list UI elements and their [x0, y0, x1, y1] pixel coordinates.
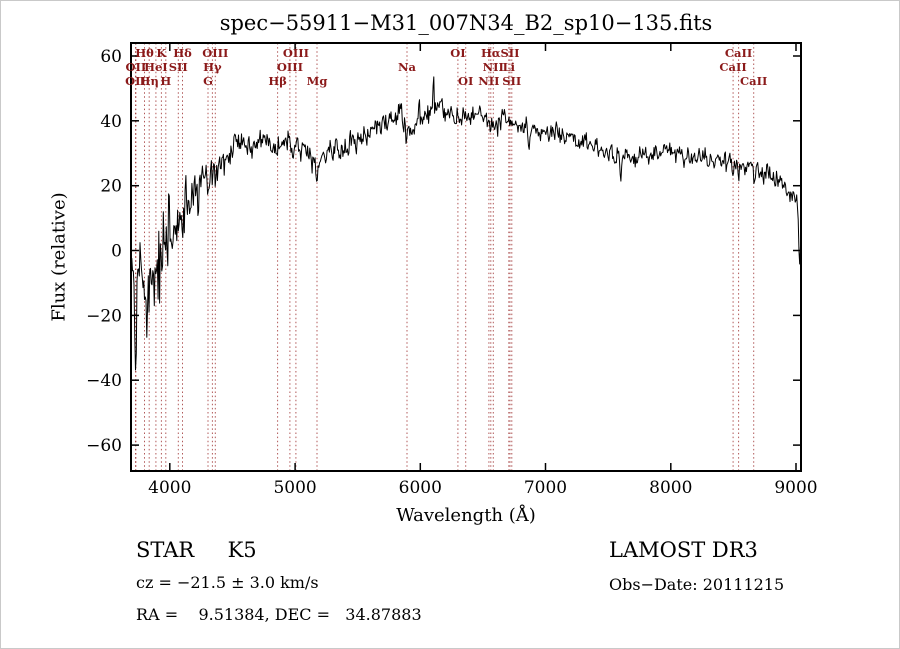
- spectral-line-label: Hη: [140, 74, 159, 88]
- y-tick-label: 60: [100, 47, 122, 67]
- spectral-line-label: OI: [458, 74, 473, 88]
- x-tick-label: 6000: [399, 478, 442, 498]
- y-tick-label: 40: [100, 112, 122, 132]
- spectral-line-label: Hα: [481, 46, 501, 60]
- spectral-line-label: K: [156, 46, 167, 60]
- x-axis-label: Wavelength (Å): [396, 505, 536, 526]
- spectrum-line: [131, 76, 801, 371]
- spectral-line-label: NII: [483, 60, 504, 74]
- obs-date: Obs−Date: 20111215: [609, 575, 785, 594]
- spectral-line-label: Hγ: [203, 60, 222, 74]
- plot-title: spec−55911−M31_007N34_B2_sp10−135.fits: [219, 11, 713, 35]
- spectral-line-label: OII: [125, 74, 146, 88]
- spectral-line-label: Hθ: [135, 46, 154, 60]
- y-tick-label: −60: [86, 436, 122, 456]
- spectral-line-label: CaII: [719, 60, 746, 74]
- plot-frame: [130, 42, 802, 472]
- spectral-line-label: Hδ: [173, 46, 192, 60]
- spectral-line-label: OIII: [277, 60, 303, 74]
- spectral-line-label: CaII: [740, 74, 767, 88]
- x-tick-label: 8000: [649, 478, 692, 498]
- y-tick-label: 20: [100, 177, 122, 197]
- spectral-line-label: Hβ: [268, 74, 287, 88]
- spectral-line-label: H: [160, 74, 171, 88]
- spectral-line-label: SII: [169, 60, 188, 74]
- spectral-line-label: SII: [500, 46, 519, 60]
- x-tick-label: 4000: [148, 478, 191, 498]
- spectral-line-label: OIII: [202, 46, 228, 60]
- x-tick-label: 7000: [524, 478, 567, 498]
- x-tick-label: 9000: [774, 478, 817, 498]
- spectral-line-label: NII: [478, 74, 499, 88]
- spectral-line-label: CaII: [725, 46, 752, 60]
- spectral-line-label: OI: [450, 46, 465, 60]
- x-tick-label: 5000: [273, 478, 316, 498]
- y-axis-label: Flux (relative): [48, 192, 70, 322]
- cz-value: cz = −21.5 ± 3.0 km/s: [136, 573, 319, 592]
- spectral-line-label: SII: [502, 74, 521, 88]
- y-tick-label: 0: [111, 242, 122, 262]
- spectral-line-label: G: [203, 74, 213, 88]
- y-tick-label: −20: [86, 306, 122, 326]
- survey-label: LAMOST DR3: [609, 538, 758, 562]
- spectral-line-label: Na: [398, 60, 417, 74]
- spectral-line-label: Mg: [307, 74, 328, 88]
- spectral-line-label: OII: [126, 60, 147, 74]
- spectral-line-label: Li: [503, 60, 516, 74]
- spectral-line-label: HeI: [144, 60, 168, 74]
- spectral-line-label: OIII: [283, 46, 309, 60]
- ra-dec: RA = 9.51384, DEC = 34.87883: [136, 605, 422, 624]
- classification-label: STAR K5: [136, 538, 257, 562]
- y-tick-label: −40: [86, 371, 122, 391]
